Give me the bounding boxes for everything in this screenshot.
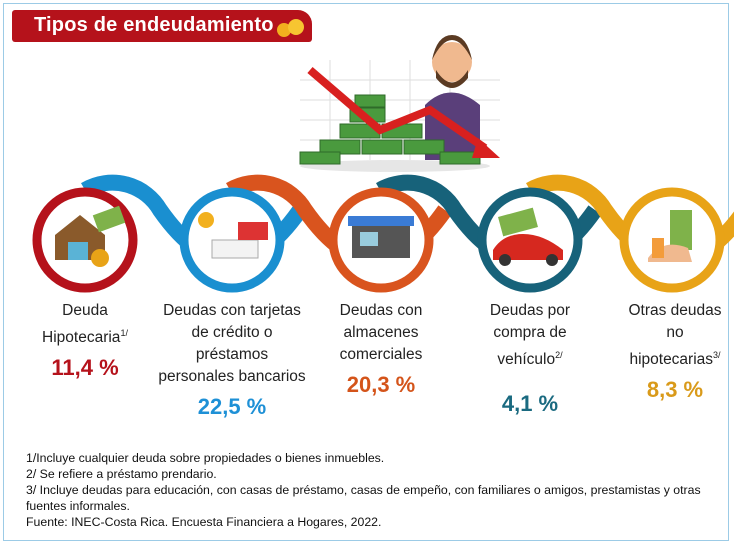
item-label-line: almacenes [301,322,461,344]
item-label-line: Hipotecaria1/ [5,322,165,349]
note: 3/ Incluye deudas para educación, con ca… [26,483,701,513]
item-value: 4,1 % [501,391,559,417]
item-label: personales bancarios [158,368,306,385]
item-label: Deuda [62,302,108,319]
item-label: préstamos [195,346,269,363]
item-label: vehículo [497,351,556,369]
item-label-line: Deudas con tarjetas [152,300,312,322]
item-label: Otras deudas [628,302,722,319]
item-label-line: Otras deudas [595,300,734,322]
item-label-line: préstamos [152,344,312,366]
item-value: 20,3 % [346,372,416,397]
item-note-ref: 3/ [713,350,721,360]
item-label-line: comerciales [301,344,461,366]
title: Tipos de endeudamiento [34,14,274,36]
item-label-line: vehículo2/ [450,344,610,371]
debt-item: Deudas con tarjetas de crédito o préstamos… [152,300,312,418]
item-label: Deudas con [339,302,423,319]
debt-item: Otras deudas no hipotecarias3/8,3 % [595,300,734,401]
debt-item: Deuda Hipotecaria1/11,4 % [5,300,165,379]
item-label: hipotecarias [629,351,714,369]
notes: 1/Incluye cualquier deuda sobre propieda… [26,450,716,530]
item-note-ref: 2/ [555,350,563,360]
title-banner [12,10,312,42]
note: 1/Incluye cualquier deuda sobre propieda… [26,451,385,465]
item-label-line: hipotecarias3/ [595,344,734,371]
item-label-line: Deudas por [450,300,610,322]
item-label-line: Deuda [5,300,165,322]
item-value: 11,4 % [51,355,119,381]
item-label: Deudas por [489,302,571,319]
item-value: 8,3 % [646,377,704,403]
source: Fuente: INEC-Costa Rica. Encuesta Financ… [26,515,382,529]
item-label: compra de [493,324,567,341]
item-note-ref: 1/ [120,328,128,338]
debt-item: Deudas por compra de vehículo2/4,1 % [450,300,610,415]
item-label: no [666,324,684,341]
item-label-line: personales bancarios [152,366,312,388]
item-label-line: Deudas con [301,300,461,322]
item-label: de crédito o [191,324,273,341]
item-label-line: compra de [450,322,610,344]
debt-item: Deudas con almacenes comerciales 20,3 % [301,300,461,396]
item-label: Deudas con tarjetas [163,302,301,319]
note: 2/ Se refiere a préstamo prendario. [26,467,217,481]
frame [3,3,729,541]
item-label: Hipotecaria [42,329,121,347]
item-label: comerciales [339,346,423,363]
item-value: 22,5 % [197,394,267,419]
item-label-line: de crédito o [152,322,312,344]
item-label: almacenes [343,324,419,341]
item-label-line: no [595,322,734,344]
